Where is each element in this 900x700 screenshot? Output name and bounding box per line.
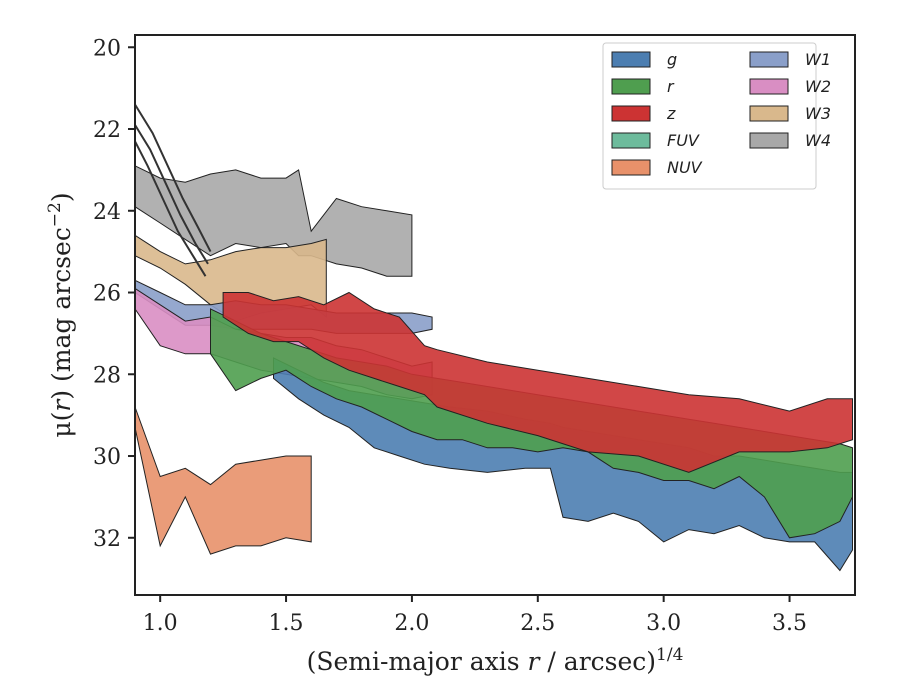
y-tick-label: 32 — [93, 527, 121, 552]
profile-line-3 — [134, 140, 207, 277]
plot-frame — [134, 34, 856, 596]
x-axis-label: (Semi-major axis r / arcsec)1/4 — [307, 645, 684, 676]
legend-swatch-g — [611, 51, 651, 68]
y-tick-label: 24 — [93, 200, 121, 225]
legend-swatch-z — [611, 105, 651, 122]
tick-layer: 1.0 1.5 2.0 2.5 3.0 3.5 20 22 24 26 28 30 32 — [93, 36, 807, 636]
area-layer — [134, 164, 853, 572]
legend-swatch-w1 — [749, 51, 789, 68]
legend-label-w2: W2 — [805, 77, 831, 96]
legend-swatch-nuv — [611, 159, 651, 176]
legend-label-nuv: NUV — [667, 158, 703, 177]
x-tick-label: 1.0 — [143, 611, 178, 636]
x-tick-label: 3.5 — [772, 611, 807, 636]
legend-swatch-fuv — [611, 132, 651, 149]
x-tick-label: 2.0 — [394, 611, 429, 636]
legend-swatch-w4 — [749, 132, 789, 149]
legend-swatch-w2 — [749, 78, 789, 95]
legend-label-w4: W4 — [805, 131, 831, 150]
x-tick-label: 1.5 — [269, 611, 304, 636]
legend-swatch-r — [611, 78, 651, 95]
x-tick-label: 2.5 — [520, 611, 555, 636]
series-nuv-band — [134, 406, 312, 555]
y-tick-label: 28 — [93, 363, 121, 388]
line-layer — [134, 103, 212, 277]
y-axis-label: μ(r) (mag arcsec−2) — [45, 192, 76, 437]
profile-line-1 — [134, 103, 212, 253]
series-z-band — [222, 291, 853, 473]
y-tick-label: 30 — [93, 445, 121, 470]
legend-label-fuv: FUV — [667, 131, 700, 150]
legend-label-z: z — [666, 104, 676, 123]
y-tick-label: 26 — [93, 282, 121, 307]
legend-label-g: g — [667, 50, 677, 69]
y-tick-label: 22 — [93, 118, 121, 143]
legend: grz FUV NUV W1 W2 W3 W4 — [602, 42, 831, 190]
legend-swatch-w3 — [749, 105, 789, 122]
x-tick-label: 3.0 — [646, 611, 681, 636]
legend-label-w1: W1 — [805, 50, 831, 69]
series-w4-band — [134, 164, 413, 277]
legend-label-r: r — [667, 77, 675, 96]
profile-line-2 — [134, 124, 209, 265]
legend-label-w3: W3 — [805, 104, 831, 123]
y-tick-label: 20 — [93, 36, 121, 61]
